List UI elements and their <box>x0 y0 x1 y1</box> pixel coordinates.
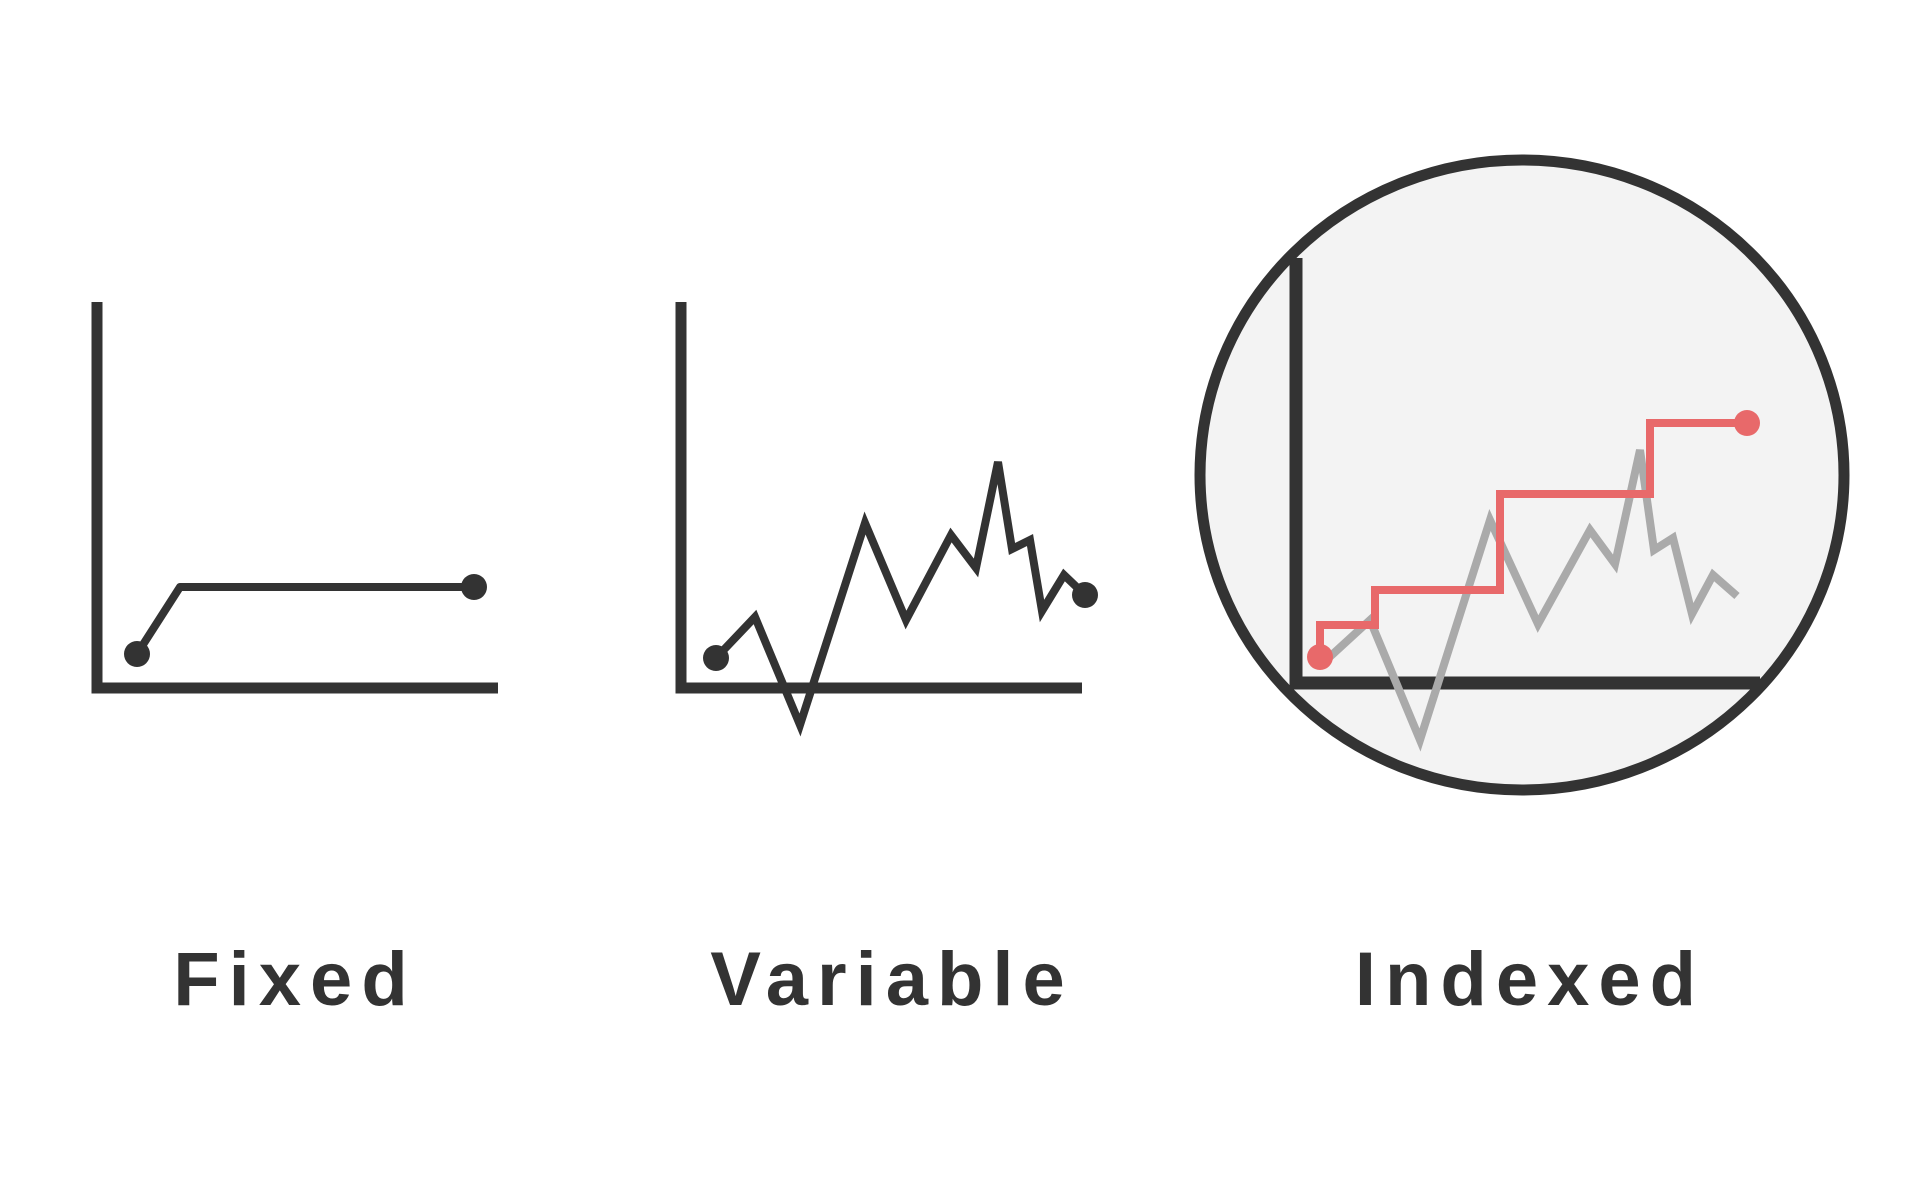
indexed-credited-line <box>1316 419 1746 656</box>
fixed-end-point <box>461 574 487 600</box>
variable-rate-line <box>713 461 1088 737</box>
variable-end-point <box>1072 582 1098 608</box>
variable-axes <box>675 302 1082 694</box>
fixed-label: Fixed <box>173 937 417 1022</box>
variable-label: Variable <box>710 937 1074 1022</box>
indexed-market-line <box>1319 449 1740 752</box>
variable-start-point <box>703 645 729 671</box>
indexed-rate-chart-icon <box>1194 154 1850 796</box>
fixed-rate-line <box>133 583 474 657</box>
indexed-start-point <box>1307 644 1333 670</box>
fixed-rate-chart-icon <box>91 302 498 694</box>
indexed-label: Indexed <box>1354 937 1706 1022</box>
variable-rate-chart-icon <box>675 302 1098 737</box>
fixed-start-point <box>124 641 150 667</box>
indexed-end-point <box>1734 410 1760 436</box>
fixed-axes <box>91 302 498 694</box>
